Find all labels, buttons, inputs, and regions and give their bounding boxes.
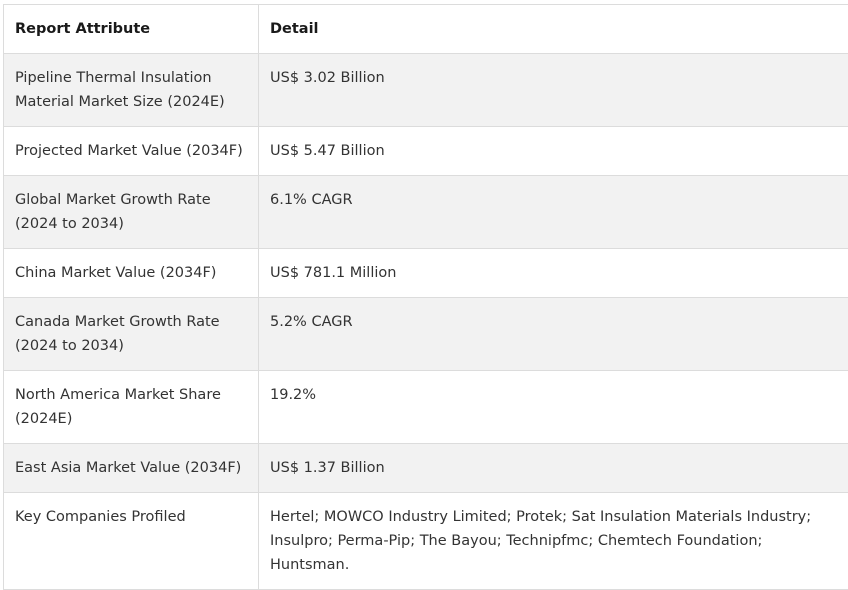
table-row: North America Market Share (2024E) 19.2% — [4, 371, 848, 444]
detail-cell: Hertel; MOWCO Industry Limited; Protek; … — [259, 493, 848, 590]
attribute-cell: China Market Value (2034F) — [4, 249, 259, 298]
attribute-cell: Pipeline Thermal Insulation Material Mar… — [4, 54, 259, 127]
report-attributes-table: Report Attribute Detail Pipeline Thermal… — [3, 4, 848, 590]
table-row: Pipeline Thermal Insulation Material Mar… — [4, 54, 848, 127]
detail-cell: US$ 5.47 Billion — [259, 127, 848, 176]
detail-cell: 19.2% — [259, 371, 848, 444]
table-row: Canada Market Growth Rate (2024 to 2034)… — [4, 298, 848, 371]
attribute-cell: Global Market Growth Rate (2024 to 2034) — [4, 176, 259, 249]
attribute-cell: East Asia Market Value (2034F) — [4, 444, 259, 493]
detail-cell: 6.1% CAGR — [259, 176, 848, 249]
table-row: Projected Market Value (2034F) US$ 5.47 … — [4, 127, 848, 176]
attribute-cell: Projected Market Value (2034F) — [4, 127, 259, 176]
attribute-cell: Canada Market Growth Rate (2024 to 2034) — [4, 298, 259, 371]
detail-cell: US$ 3.02 Billion — [259, 54, 848, 127]
table-header-row: Report Attribute Detail — [4, 5, 848, 54]
header-report-attribute: Report Attribute — [4, 5, 259, 54]
report-table-container: Report Attribute Detail Pipeline Thermal… — [3, 4, 848, 590]
attribute-cell: Key Companies Profiled — [4, 493, 259, 590]
table-row: China Market Value (2034F) US$ 781.1 Mil… — [4, 249, 848, 298]
header-detail: Detail — [259, 5, 848, 54]
table-row: Key Companies Profiled Hertel; MOWCO Ind… — [4, 493, 848, 590]
detail-cell: US$ 781.1 Million — [259, 249, 848, 298]
attribute-cell: North America Market Share (2024E) — [4, 371, 259, 444]
detail-cell: 5.2% CAGR — [259, 298, 848, 371]
table-row: Global Market Growth Rate (2024 to 2034)… — [4, 176, 848, 249]
detail-cell: US$ 1.37 Billion — [259, 444, 848, 493]
table-row: East Asia Market Value (2034F) US$ 1.37 … — [4, 444, 848, 493]
